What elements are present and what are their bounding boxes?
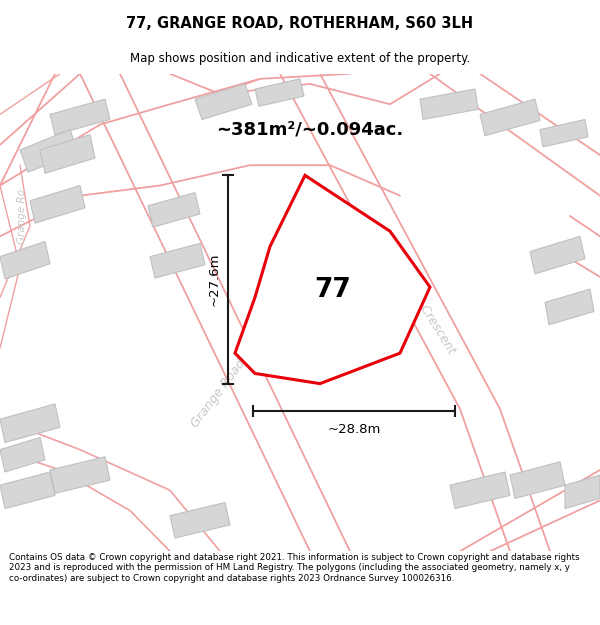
Text: Contains OS data © Crown copyright and database right 2021. This information is : Contains OS data © Crown copyright and d… [9, 552, 580, 582]
Polygon shape [420, 89, 478, 119]
Polygon shape [150, 243, 205, 278]
Polygon shape [255, 79, 304, 106]
Polygon shape [450, 472, 510, 509]
Text: Grange Road: Grange Road [188, 357, 248, 430]
Text: 77, GRANGE ROAD, ROTHERHAM, S60 3LH: 77, GRANGE ROAD, ROTHERHAM, S60 3LH [127, 16, 473, 31]
Polygon shape [30, 186, 85, 223]
Polygon shape [20, 129, 78, 173]
Polygon shape [545, 289, 594, 325]
Polygon shape [530, 236, 585, 274]
Polygon shape [50, 457, 110, 493]
Polygon shape [0, 438, 45, 472]
Polygon shape [0, 472, 55, 509]
Polygon shape [235, 176, 430, 384]
Polygon shape [0, 241, 50, 279]
Polygon shape [510, 462, 565, 498]
Text: ~28.8m: ~28.8m [328, 423, 380, 436]
Polygon shape [0, 404, 60, 442]
Text: ~27.6m: ~27.6m [208, 253, 221, 306]
Text: Grange Ro: Grange Ro [17, 188, 27, 244]
Polygon shape [170, 503, 230, 538]
Polygon shape [195, 84, 252, 119]
Polygon shape [540, 119, 588, 147]
Text: 77: 77 [314, 277, 351, 303]
Polygon shape [40, 135, 95, 173]
Polygon shape [565, 475, 600, 509]
Text: ~381m²/~0.094ac.: ~381m²/~0.094ac. [217, 121, 404, 139]
Text: Hall Crescent: Hall Crescent [403, 279, 458, 356]
Polygon shape [480, 99, 540, 136]
Polygon shape [148, 192, 200, 227]
Text: Map shows position and indicative extent of the property.: Map shows position and indicative extent… [130, 52, 470, 64]
Polygon shape [50, 99, 110, 135]
